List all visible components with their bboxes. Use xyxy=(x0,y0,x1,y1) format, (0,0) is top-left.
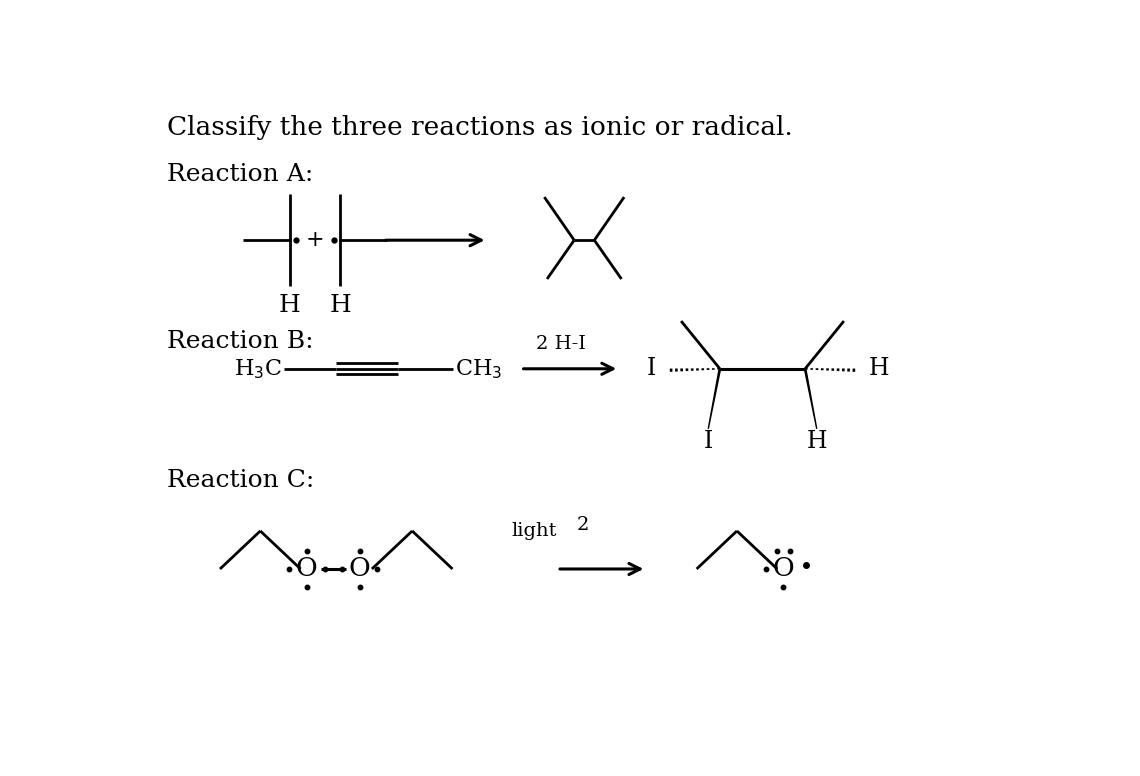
Text: Reaction C:: Reaction C: xyxy=(168,469,315,492)
Text: O: O xyxy=(296,556,318,581)
Text: Classify the three reactions as ionic or radical.: Classify the three reactions as ionic or… xyxy=(168,115,793,140)
Text: Reaction B:: Reaction B: xyxy=(168,331,314,353)
Text: H: H xyxy=(806,431,826,453)
Text: I: I xyxy=(648,357,657,380)
Text: O: O xyxy=(349,556,370,581)
Text: 2 H-I: 2 H-I xyxy=(536,335,586,353)
Text: H$_3$C: H$_3$C xyxy=(234,357,282,380)
Text: O: O xyxy=(773,556,795,581)
Text: I: I xyxy=(703,431,712,453)
Text: light: light xyxy=(511,521,556,540)
Text: Reaction A:: Reaction A: xyxy=(168,163,314,186)
Polygon shape xyxy=(805,369,816,429)
Text: H: H xyxy=(279,294,301,317)
Text: H: H xyxy=(869,357,889,380)
Text: H: H xyxy=(329,294,351,317)
Polygon shape xyxy=(708,369,720,429)
Text: +: + xyxy=(306,229,324,251)
Text: 2: 2 xyxy=(577,516,589,535)
Text: CH$_3$: CH$_3$ xyxy=(455,357,502,380)
